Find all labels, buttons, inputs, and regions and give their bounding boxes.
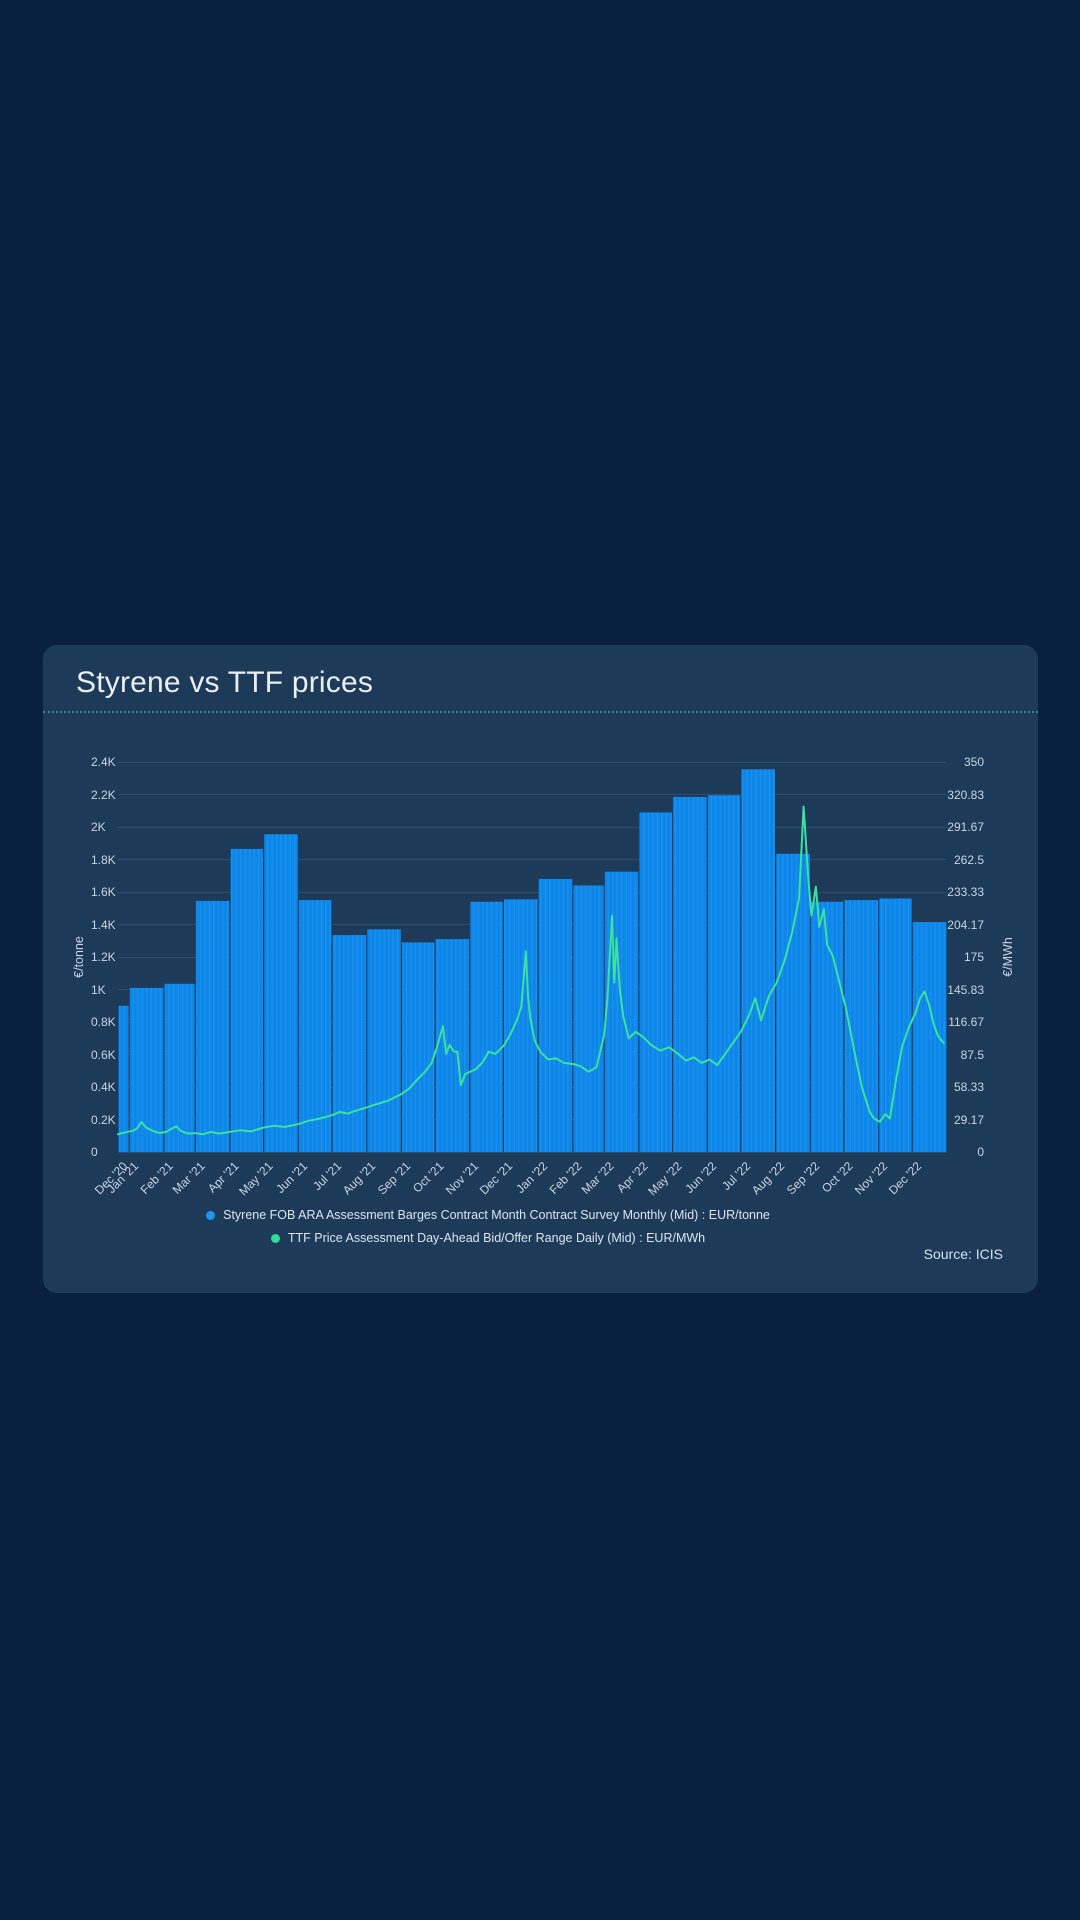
styrene-column-series[interactable] [118,769,947,1153]
column-Jul22[interactable] [741,769,775,1152]
column-Apr21[interactable] [230,848,264,1152]
y-tick-right: 87.5 [960,1047,984,1062]
chart-title: Styrene vs TTF prices [76,666,374,699]
x-axis-label: Feb '22 [546,1159,585,1197]
y-tick-left: 0.4K [91,1080,116,1094]
column-Jan22[interactable] [538,879,573,1152]
y-tick-left: 0.8K [91,1015,116,1029]
y-tick-right: 145.83 [947,982,984,997]
y-axis-title-right: €/MWh [1001,937,1015,977]
x-axis-label: Feb '21 [137,1159,176,1197]
y-tick-right: 262.5 [953,852,984,867]
column-Jun21[interactable] [298,900,332,1152]
chart-card: Styrene vs TTF prices 2.4K 350 2.2K 320.83 2… [43,645,1038,1293]
gridline [118,859,947,860]
y-tick-right: 320.83 [947,787,984,802]
y-tick-right: 233.33 [947,885,984,899]
x-axis-label: Apr '21 [205,1159,242,1196]
y-tick-left: 1K [91,982,106,997]
gridline [118,826,947,828]
column-Dec22[interactable] [912,922,947,1152]
legend-marker-ttf-icon [270,1233,280,1243]
y-axis-title-left: €/tonne [72,936,86,978]
x-axis-label: Oct '22 [819,1159,856,1196]
column-Jan21[interactable] [129,987,164,1153]
y-tick-left: 0.2K [91,1112,116,1127]
column-Aug21[interactable] [367,929,401,1153]
column-Nov22[interactable] [879,898,912,1153]
legend-label-styrene: Styrene FOB ARA Assessment Barges Contra… [223,1208,770,1222]
column-Apr22[interactable] [639,812,672,1153]
x-axis-label: Dec '22 [885,1159,925,1198]
column-Feb21[interactable] [164,983,195,1152]
x-axis-label: Nov '22 [852,1159,891,1198]
y-tick-left: 1.8K [91,852,116,867]
y-tick-right: 291.67 [947,820,984,834]
y-tick-right: 0 [977,1145,984,1159]
x-axis-label: Aug '21 [340,1159,379,1198]
column-Aug22[interactable] [776,853,810,1152]
x-axis-label: May '22 [645,1159,685,1199]
column-Mar21[interactable] [195,900,230,1152]
legend: Styrene FOB ARA Assessment Barges Contra… [43,1206,933,1247]
column-Mar22[interactable] [604,871,639,1152]
x-axis-label: Jun '22 [682,1159,720,1197]
x-axis-labels: Dec '20 Jan '21 Feb '21 Mar '21 Apr '21 May '… [43,645,1038,1293]
x-axis-label: Mar '22 [578,1159,617,1197]
y-tick-right: 58.33 [953,1080,984,1094]
x-axis-label: Sep '22 [783,1159,823,1198]
y-tick-right: 29.17 [953,1112,984,1127]
y-tick-left: 2.4K [91,755,116,769]
x-axis-label: Mar '21 [169,1159,208,1197]
plot-svg [117,769,947,1153]
card-header: Styrene vs TTF prices [43,645,1038,713]
y-tick-right: 175 [963,950,984,964]
legend-item-ttf[interactable]: TTF Price Assessment Day-Ahead Bid/Offer… [270,1229,706,1247]
y-tick-right: 116.67 [948,1015,984,1029]
legend-marker-styrene-icon [206,1210,216,1220]
y-tick-left: 2.2K [91,787,116,802]
column-Dec20[interactable] [118,1005,129,1152]
x-axis-label: Jul '21 [309,1159,344,1194]
ttf-line-series[interactable] [117,805,945,1136]
x-axis-label: Jan '22 [513,1159,551,1197]
legend-label-ttf: TTF Price Assessment Day-Ahead Bid/Offer… [287,1231,706,1245]
y-tick-right: 204.17 [947,917,984,932]
y-tick-left: 2K [91,820,106,834]
gridline [118,891,947,893]
x-axis-label: Jun '21 [273,1159,311,1197]
column-Nov21[interactable] [470,901,503,1152]
x-axis-label: Oct '21 [410,1159,447,1196]
x-axis-label: Nov '21 [443,1159,482,1198]
column-May22[interactable] [673,796,707,1152]
x-axis-label: Jul '22 [718,1159,753,1194]
x-axis-label: Apr '22 [614,1159,651,1196]
column-Sep21[interactable] [402,942,435,1153]
column-Jun22[interactable] [707,795,741,1152]
gridline [118,794,947,795]
chart-area: 2.4K 350 2.2K 320.83 2K 291.67 1.8K 262.5 1.6K 23… [43,645,1038,1293]
source-label: Source: ICIS [923,1246,1003,1262]
y-tick-left: 0 [91,1145,98,1159]
y-tick-left: 0.6K [91,1047,116,1062]
column-Oct21[interactable] [435,939,470,1153]
gridline [118,761,947,763]
y-tick-left: 1.4K [91,917,116,932]
y-tick-right: 350 [963,755,984,769]
x-axis-label: Aug '22 [749,1159,788,1198]
x-axis-label: May '21 [236,1159,276,1199]
y-tick-left: 1.2K [91,950,116,964]
column-Feb22[interactable] [573,885,604,1153]
column-Jul21[interactable] [332,935,367,1152]
column-May21[interactable] [264,834,298,1152]
x-axis-label: Sep '21 [374,1159,414,1198]
y-tick-left: 1.6K [91,885,116,899]
x-axis-label: Dec '21 [476,1159,516,1198]
legend-item-styrene[interactable]: Styrene FOB ARA Assessment Barges Contra… [206,1206,770,1224]
